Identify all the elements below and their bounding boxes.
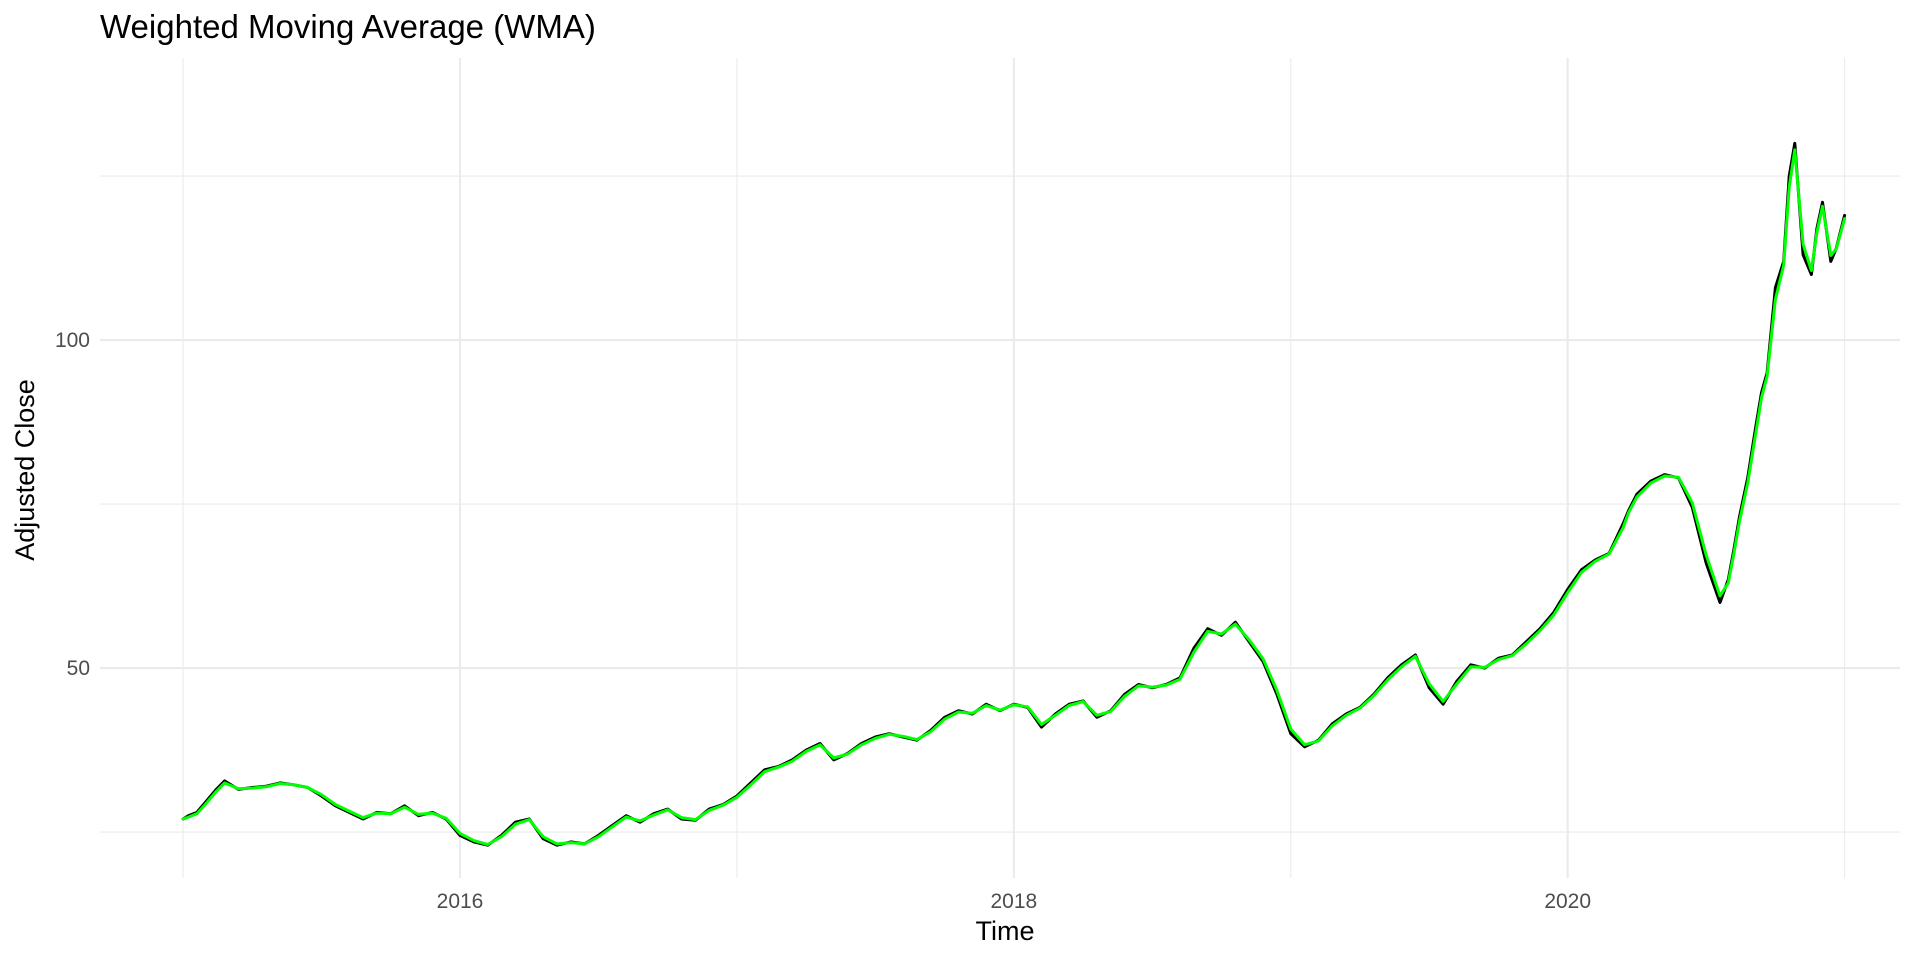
x-tick-label: 2020 [1544, 890, 1591, 913]
y-axis-title: Adjusted Close [10, 379, 40, 561]
series-lines [181, 141, 1847, 847]
chart-title: Weighted Moving Average (WMA) [100, 8, 596, 45]
x-tick-label: 2016 [437, 890, 484, 913]
x-tick-label: 2018 [990, 890, 1037, 913]
y-tick-label: 50 [67, 657, 90, 680]
tick-labels: 2016 2018 2020 50 100 [55, 329, 1591, 913]
grid-lines [100, 58, 1900, 878]
series-line-wma [181, 148, 1847, 846]
x-axis-title: Time [976, 916, 1035, 946]
y-tick-label: 100 [55, 329, 90, 352]
